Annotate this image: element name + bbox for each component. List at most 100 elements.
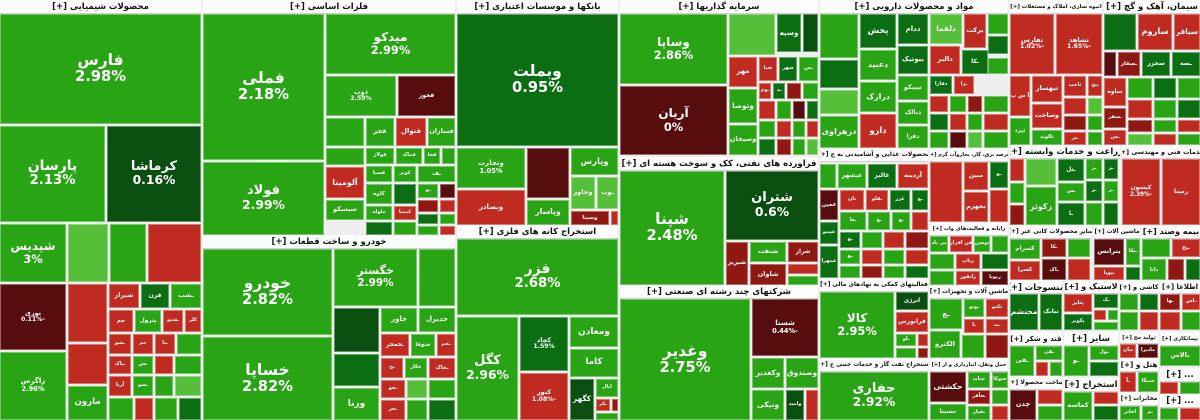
sector-header-oil-extraction[interactable]: استخراج نفت گاز و خدمات جنبی ج [+] <box>820 358 928 372</box>
tile[interactable] <box>135 398 153 420</box>
tile[interactable] <box>1094 322 1118 330</box>
tile[interactable] <box>820 60 858 88</box>
tile-ـقی[interactable]: ـقی <box>1036 346 1062 360</box>
tile-سیسکو[interactable]: سیسکو <box>326 200 364 220</box>
tile-وخاور[interactable]: وخاور <box>571 177 595 209</box>
tile-ـتخ[interactable]: ـتخ <box>1088 76 1102 96</box>
tile[interactable] <box>806 390 818 420</box>
tile-ـتل[interactable]: ـتل <box>1058 159 1084 181</box>
tile-ـز[interactable]: ـز <box>1104 181 1118 201</box>
tile[interactable] <box>807 121 818 137</box>
tile-ـم[interactable]: ـم <box>1142 406 1158 420</box>
tile-ـعا[interactable]: ـعا <box>840 212 866 230</box>
tile-ساوه[interactable]: ساوه <box>1104 78 1126 106</box>
tile[interactable] <box>109 398 133 420</box>
tile-ـش[interactable]: ـش <box>133 356 153 374</box>
sector-header-information[interactable]: اطلاعا [+] <box>1160 280 1200 294</box>
tile-رانفور[interactable]: رانفور <box>956 271 980 285</box>
tile-آردینه[interactable]: آردینه <box>898 164 928 188</box>
tile-ثشاهد[interactable]: ثشاهد -1.65% <box>1056 14 1102 74</box>
tile-ـغ[interactable]: ـغ <box>840 232 860 248</box>
tile[interactable] <box>1086 203 1102 225</box>
tile-بی پاد[interactable]: بی پاد <box>930 236 948 252</box>
tile[interactable] <box>884 232 904 248</box>
tile[interactable] <box>440 214 455 224</box>
tile-ـسه[interactable]: ـسه <box>1172 52 1200 76</box>
tile-خودرو[interactable]: خودرو 2.82% <box>203 249 332 335</box>
tile[interactable] <box>912 212 928 230</box>
tile-شهر[interactable]: شهر <box>779 57 797 81</box>
tile[interactable] <box>1068 259 1090 280</box>
tile[interactable] <box>777 101 791 119</box>
tile-ـس[interactable]: ـس <box>1058 183 1084 201</box>
sector-header-cement[interactable]: سیمان، آهک و گچ [+] <box>1104 0 1200 14</box>
tile[interactable] <box>884 250 904 264</box>
tile[interactable] <box>1142 239 1170 257</box>
tile-کگهر[interactable]: کگهر <box>570 379 594 420</box>
tile[interactable] <box>442 148 455 164</box>
tile-خاور[interactable]: خاور <box>381 308 417 332</box>
tile-دارو[interactable]: دارو <box>860 114 896 148</box>
tile[interactable] <box>930 162 962 222</box>
tile[interactable] <box>992 406 1008 420</box>
tile-ـس[interactable]: ـس <box>1104 130 1126 145</box>
tile-شنفت[interactable]: شنفت <box>750 242 786 262</box>
sector-header-metals[interactable]: فلزات اساسی [+] <box>203 0 455 14</box>
tile-اخابر[interactable]: اخابر <box>1120 406 1140 420</box>
tile[interactable] <box>1140 294 1158 310</box>
tile[interactable] <box>1064 116 1086 130</box>
tile[interactable] <box>787 83 801 99</box>
tile-صبا[interactable]: صبا <box>759 57 777 81</box>
tile[interactable] <box>418 200 438 212</box>
tile-آلومینا[interactable]: آلومینا <box>326 167 364 198</box>
sector-header-telecom[interactable]: مخابرات [+] <box>1120 392 1158 406</box>
sector-header-pharma[interactable]: مواد و محصولات دارویی [+] <box>820 0 1008 14</box>
sector-header-misc-1[interactable]: ... [+] <box>1160 368 1200 382</box>
tile-مارون[interactable]: مارون <box>68 386 107 420</box>
tile[interactable] <box>793 139 805 155</box>
sector-header-mining-other[interactable]: استخراج [+] <box>1064 378 1118 392</box>
tile[interactable] <box>950 132 966 148</box>
tile-ـسفر[interactable]: ـسفر <box>1104 108 1126 128</box>
tile-وساپا[interactable]: وساپا 2.86% <box>620 14 727 84</box>
tile-فارس[interactable]: فارس 2.98% <box>0 14 201 124</box>
sector-header-investments[interactable]: سرمایه گذاریها [+] <box>620 0 818 14</box>
tile-شیراز[interactable]: شیراز <box>109 284 139 308</box>
tile-قرن[interactable]: قرن <box>141 284 169 308</box>
tile-ذوب[interactable]: ذوب 2.59% <box>326 76 396 116</box>
tile-زاگرس[interactable]: زاگرس 2.96% <box>0 352 66 420</box>
tile[interactable] <box>982 254 1008 269</box>
tile[interactable] <box>440 200 455 212</box>
tile-بجهرم[interactable]: بجهرم <box>964 192 988 222</box>
tile-دانا[interactable]: دانا <box>1142 259 1166 280</box>
tile[interactable] <box>930 271 954 285</box>
tile-ـحآفر[interactable]: ـحآفر <box>968 390 990 404</box>
tile[interactable] <box>777 121 791 137</box>
tile[interactable] <box>1154 78 1176 98</box>
sector-header-rubber[interactable]: لاستیک و [+] <box>1064 280 1118 294</box>
tile-کسرام[interactable]: کسرام <box>1010 239 1040 259</box>
tile-ـکا[interactable]: ـکا <box>962 50 988 74</box>
tile-ـبا[interactable]: ـبا <box>155 334 175 354</box>
tile-ـول[interactable]: ـول <box>1090 346 1118 360</box>
tile[interactable] <box>1104 52 1116 76</box>
sector-header-transport[interactable]: حمل ونقل، انبارداری و ار [+] <box>930 358 1008 372</box>
sector-header-contracting[interactable]: پیمانکاری [+] <box>1160 332 1200 346</box>
tile[interactable] <box>862 250 882 264</box>
tile-تیپیکو[interactable]: تیپیکو <box>898 76 928 100</box>
tile[interactable] <box>1094 310 1106 320</box>
tile-ـخاک[interactable]: ـخاک <box>429 358 455 378</box>
tile-ـوم[interactable]: ـوم <box>759 83 771 99</box>
tile-ـز[interactable]: ـز <box>1086 159 1102 179</box>
tile[interactable] <box>820 164 836 188</box>
tile-ومعادن[interactable]: ومعادن <box>570 317 618 347</box>
tile-ـو[interactable]: ـو <box>1064 346 1088 376</box>
tile[interactable] <box>788 264 818 274</box>
tile[interactable] <box>1104 14 1136 50</box>
tile[interactable] <box>419 249 455 306</box>
tile-حتوکا[interactable]: حتوکا <box>992 372 1008 388</box>
sector-header-sugar[interactable]: قند و شکر [+] <box>1010 332 1062 346</box>
tile-حسینا[interactable]: حسینا <box>930 404 966 420</box>
tile-میدکو[interactable]: میدکو 2.99% <box>326 14 455 74</box>
tile[interactable] <box>1088 98 1102 114</box>
